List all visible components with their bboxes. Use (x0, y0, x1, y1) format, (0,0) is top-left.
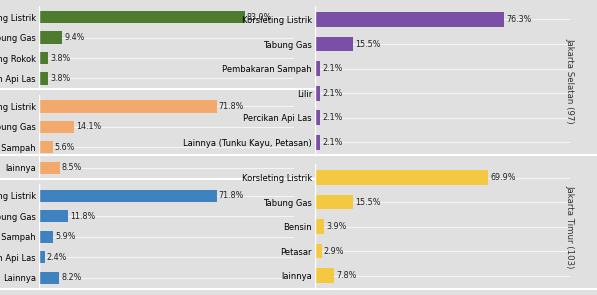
Text: 9.4%: 9.4% (64, 33, 85, 42)
Text: 2.1%: 2.1% (322, 138, 342, 147)
Bar (39, 210, 68, 222)
Bar (39, 11, 245, 23)
Bar (39, 52, 48, 64)
Y-axis label: Jakarta Timur (103): Jakarta Timur (103) (565, 185, 574, 268)
Text: 15.5%: 15.5% (355, 198, 381, 206)
Text: 3.9%: 3.9% (327, 222, 347, 231)
Bar (39, 72, 48, 85)
Text: 71.8%: 71.8% (219, 102, 244, 111)
Bar (315, 244, 322, 258)
Bar (39, 251, 45, 263)
Bar (39, 162, 60, 174)
Bar (39, 231, 54, 243)
Text: 5.6%: 5.6% (55, 143, 75, 152)
Text: 8.5%: 8.5% (62, 163, 82, 172)
Text: 7.8%: 7.8% (336, 271, 356, 280)
Bar (315, 86, 320, 101)
Text: 2.1%: 2.1% (322, 64, 342, 73)
Bar (315, 195, 353, 209)
Text: 3.8%: 3.8% (50, 74, 70, 83)
Text: 69.9%: 69.9% (490, 173, 516, 182)
Text: 83.0%: 83.0% (247, 13, 272, 22)
Bar (315, 135, 320, 150)
Text: 3.8%: 3.8% (50, 53, 70, 63)
Bar (39, 32, 62, 44)
Text: 8.2%: 8.2% (61, 273, 82, 282)
Bar (315, 170, 488, 185)
Text: 11.8%: 11.8% (70, 212, 96, 221)
Bar (39, 141, 53, 153)
Text: 14.1%: 14.1% (76, 122, 101, 131)
Bar (39, 272, 59, 284)
Text: 2.1%: 2.1% (322, 113, 342, 122)
Bar (39, 121, 74, 133)
Text: 5.9%: 5.9% (56, 232, 76, 241)
Bar (315, 37, 353, 51)
Bar (315, 219, 324, 234)
Bar (315, 61, 320, 76)
Bar (39, 100, 217, 112)
Bar (315, 268, 334, 283)
Bar (315, 110, 320, 125)
Text: 76.3%: 76.3% (506, 15, 531, 24)
Text: 2.1%: 2.1% (322, 89, 342, 98)
Text: 71.8%: 71.8% (219, 191, 244, 200)
Text: 15.5%: 15.5% (355, 40, 381, 48)
Text: 2.4%: 2.4% (47, 253, 67, 262)
Bar (39, 189, 217, 202)
Text: 2.9%: 2.9% (324, 247, 344, 255)
Bar (315, 12, 504, 27)
Y-axis label: Jakarta Selatan (97): Jakarta Selatan (97) (565, 38, 574, 124)
